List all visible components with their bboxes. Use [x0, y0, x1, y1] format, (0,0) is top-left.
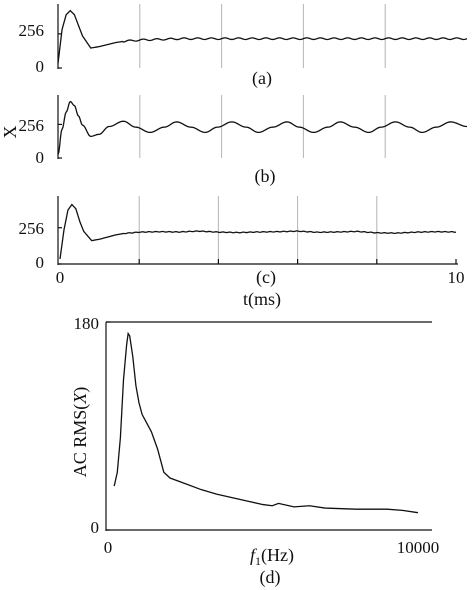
panel-c-xlabel: t(ms): [243, 289, 281, 310]
panel-c-caption: (c): [256, 267, 276, 288]
panel-c-xtick-0: 0: [56, 268, 65, 287]
panel-b: [57, 95, 468, 159]
panel-c-xtick-10: 10: [448, 268, 465, 287]
panel-b-series-line: [57, 100, 468, 155]
panel-d-xtick-0: 0: [104, 538, 113, 557]
panel-a-series-line: [57, 9, 468, 64]
panel-b-ytick-0: 0: [36, 148, 45, 167]
panel-d: [105, 321, 432, 531]
panel-b-caption: (b): [255, 166, 276, 187]
panel-a-ytick-0: 0: [36, 57, 45, 76]
panel-a-ytick-256: 256: [19, 21, 45, 40]
panel-c-ytick-0: 0: [36, 253, 45, 272]
panel-d-series-line: [113, 331, 419, 514]
panel-d-xtick-10000: 10000: [397, 538, 440, 557]
panel-d-caption: (d): [260, 567, 281, 588]
panel-b-ytick-256: 256: [19, 116, 45, 135]
panel-c-series-line: [59, 203, 457, 260]
panel-a-caption: (a): [252, 68, 272, 89]
panel-d-ytick-180: 180: [74, 314, 100, 333]
panel-d-ytick-0: 0: [91, 518, 100, 537]
panel-b-ylabel: X: [0, 126, 20, 139]
panel-d-ylabel: AC RMS(X): [70, 387, 91, 478]
panel-c-ytick-256: 256: [19, 219, 45, 238]
panel-a: [57, 4, 468, 69]
panel-c: [57, 196, 458, 265]
panel-d-xlabel: f1(Hz): [250, 545, 294, 568]
